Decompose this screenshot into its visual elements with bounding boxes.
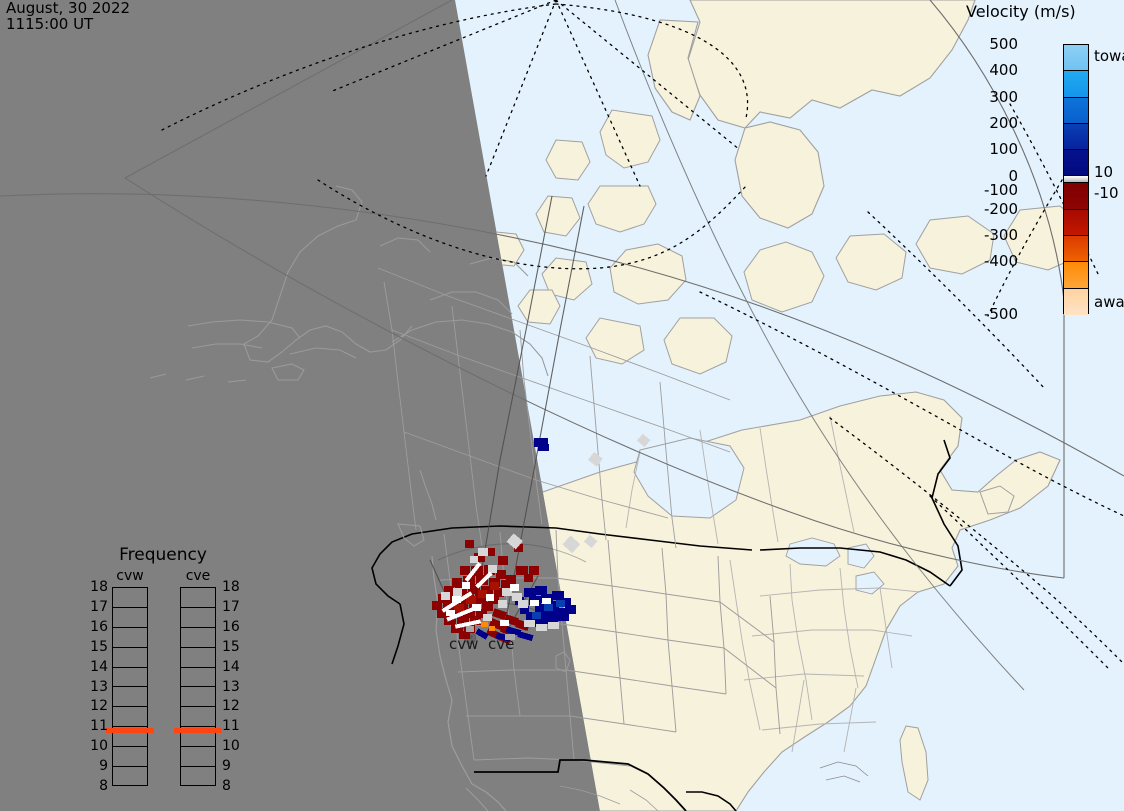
frequency-marker-cvw	[106, 728, 154, 734]
frequency-scale-segment	[181, 628, 215, 648]
frequency-tick-label: 11	[222, 718, 240, 735]
colorbar-tick-label: -400	[983, 252, 1018, 271]
frequency-tick-label: 10	[222, 738, 240, 755]
velocity-scatter	[432, 433, 651, 645]
timestamp: August, 30 2022 1115:00 UT	[6, 1, 130, 32]
frequency-scale-segment	[113, 687, 147, 708]
frequency-tick-label: 13	[90, 678, 108, 695]
frequency-tick-label: 16	[222, 618, 240, 635]
colorbar-swatch	[1064, 176, 1088, 184]
colorbar-tick-label: 400	[989, 61, 1018, 80]
frequency-legend: Frequency cvw 18 17 16 15 14 13 12 11 10 9 8 cve 18 17…	[78, 545, 248, 794]
frequency-scale-segment	[181, 648, 215, 668]
frequency-scale-segment	[181, 687, 215, 708]
frequency-scale-segment	[113, 767, 147, 787]
colorbar-tick-label: 200	[989, 113, 1018, 132]
velocity-colorbar: Velocity (m/s) 500 400 300 200 100 0 -100 -200 -…	[960, 0, 1124, 340]
frequency-scale-segment	[113, 588, 147, 608]
frequency-tick-label: 17	[90, 598, 108, 615]
colorbar-swatch	[1064, 123, 1088, 151]
frequency-scale-segment	[181, 668, 215, 688]
colorbar-tick-label: 100	[989, 140, 1018, 159]
colorbar-lower-threshold-label: -10	[1094, 183, 1119, 202]
frequency-scale-segment	[181, 608, 215, 628]
frequency-scale-segment	[113, 707, 147, 728]
frequency-scale-cvw	[112, 587, 148, 786]
colorbar-swatch	[1064, 45, 1088, 72]
colorbar-toward-label: toward	[1094, 46, 1124, 65]
frequency-scale-segment	[181, 727, 215, 748]
frequency-column-label-cve: cve	[185, 568, 211, 584]
frequency-scale-segment	[113, 727, 147, 748]
frequency-tick-label: 12	[90, 698, 108, 715]
colorbar-tick-label: -300	[983, 226, 1018, 245]
frequency-scale-cve	[180, 587, 216, 786]
colorbar-tick-label: -100	[983, 180, 1018, 199]
colorbar-swatch	[1064, 288, 1088, 315]
frequency-tick-label: 14	[90, 658, 108, 675]
colorbar-swatch	[1064, 209, 1088, 237]
frequency-tick-label: 13	[222, 678, 240, 695]
frequency-tick-label: 9	[99, 758, 108, 775]
frequency-tick-label: 9	[222, 758, 231, 775]
colorbar-title: Velocity (m/s)	[966, 2, 1076, 21]
frequency-scale-segment	[113, 648, 147, 668]
frequency-tick-label: 17	[222, 598, 240, 615]
timestamp-date: August, 30 2022	[6, 0, 131, 17]
colorbar-swatch	[1064, 150, 1088, 177]
frequency-tick-label: 10	[90, 738, 108, 755]
frequency-scale-segment	[113, 668, 147, 688]
colorbar-away-label: away	[1094, 293, 1124, 312]
colorbar-swatch	[1064, 183, 1088, 210]
colorbar-tick-label: 500	[989, 35, 1018, 53]
colorbar-swatch	[1064, 262, 1088, 289]
frequency-title: Frequency	[119, 545, 207, 565]
colorbar-tick-label: 300	[989, 87, 1018, 106]
frequency-tick-label: 18	[222, 579, 240, 595]
frequency-scale-segment	[181, 588, 215, 608]
frequency-scale-segment	[181, 747, 215, 768]
frequency-column-label-cvw: cvw	[116, 568, 144, 584]
frequency-scale-segment	[113, 628, 147, 648]
frequency-tick-label: 11	[90, 718, 108, 735]
frequency-tick-label: 15	[90, 638, 108, 655]
radar-site-label-cve: cve	[488, 635, 515, 653]
frequency-scale-segment	[181, 707, 215, 728]
frequency-tick-label: 16	[90, 618, 108, 635]
radar-site-label-cvw: cvw	[449, 635, 479, 653]
colorbar-tick-label: -200	[983, 199, 1018, 218]
frequency-tick-label: 14	[222, 658, 240, 675]
frequency-tick-label: 15	[222, 638, 240, 655]
colorbar-swatch	[1064, 236, 1088, 263]
frequency-tick-label: 12	[222, 698, 240, 715]
frequency-marker-cve	[174, 728, 222, 734]
colorbar-tick-label: -500	[983, 305, 1018, 323]
frequency-tick-label: 18	[90, 579, 108, 595]
frequency-tick-label: 8	[99, 778, 108, 794]
colorbar-tick-label: 0	[1008, 166, 1018, 185]
frequency-scale-segment	[181, 767, 215, 787]
colorbar-upper-threshold-label: 10	[1094, 162, 1114, 181]
frequency-scale-segment	[113, 747, 147, 768]
colorbar-swatch	[1064, 71, 1088, 98]
frequency-tick-label: 8	[222, 778, 231, 794]
colorbar-swatch	[1064, 97, 1088, 124]
frequency-scale-segment	[113, 608, 147, 628]
colorbar-strip	[1063, 44, 1089, 315]
timestamp-time: 1115:00 UT	[6, 15, 94, 33]
